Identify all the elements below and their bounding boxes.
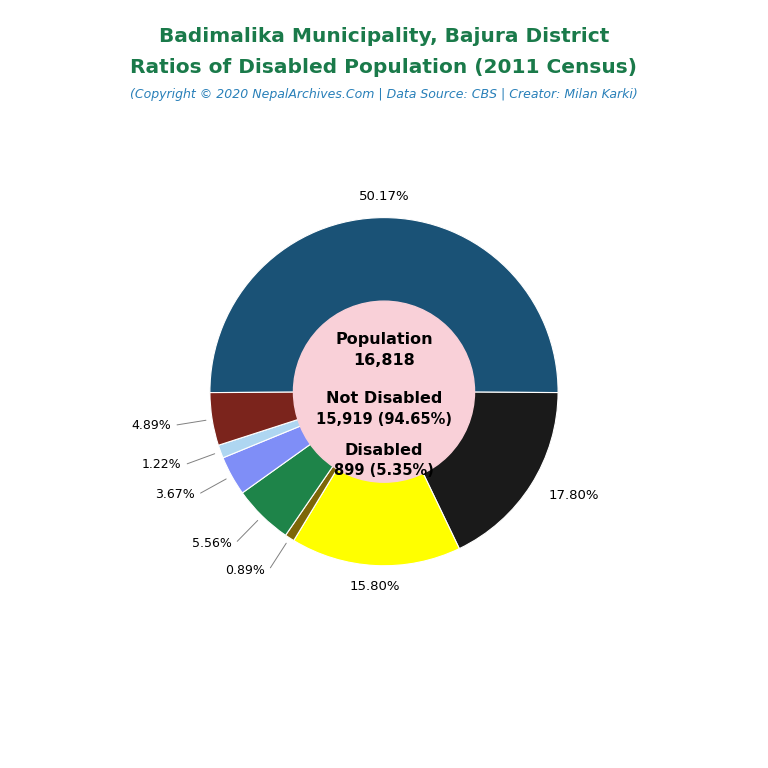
- Wedge shape: [384, 392, 558, 548]
- Text: 0.89%: 0.89%: [226, 564, 266, 577]
- Text: Not Disabled: Not Disabled: [326, 391, 442, 406]
- Text: 16,818: 16,818: [353, 353, 415, 368]
- Text: 5.56%: 5.56%: [192, 537, 232, 550]
- Text: 15,919 (94.65%): 15,919 (94.65%): [316, 412, 452, 427]
- Wedge shape: [293, 392, 459, 566]
- Text: 15.80%: 15.80%: [349, 580, 399, 593]
- Circle shape: [293, 301, 475, 482]
- Text: Ratios of Disabled Population (2011 Census): Ratios of Disabled Population (2011 Cens…: [131, 58, 637, 77]
- Wedge shape: [286, 392, 384, 541]
- Text: 4.89%: 4.89%: [131, 419, 170, 432]
- Wedge shape: [210, 392, 384, 445]
- Wedge shape: [218, 392, 384, 458]
- Text: Badimalika Municipality, Bajura District: Badimalika Municipality, Bajura District: [159, 27, 609, 46]
- Text: 50.17%: 50.17%: [359, 190, 409, 204]
- Wedge shape: [223, 392, 384, 493]
- Text: 1.22%: 1.22%: [141, 458, 181, 472]
- Text: Disabled: Disabled: [345, 443, 423, 458]
- Text: 17.80%: 17.80%: [549, 489, 599, 502]
- Text: Population: Population: [335, 332, 433, 347]
- Text: 899 (5.35%): 899 (5.35%): [334, 462, 434, 478]
- Wedge shape: [243, 392, 384, 535]
- Wedge shape: [210, 217, 558, 392]
- Text: (Copyright © 2020 NepalArchives.Com | Data Source: CBS | Creator: Milan Karki): (Copyright © 2020 NepalArchives.Com | Da…: [130, 88, 638, 101]
- Text: 3.67%: 3.67%: [155, 488, 194, 501]
